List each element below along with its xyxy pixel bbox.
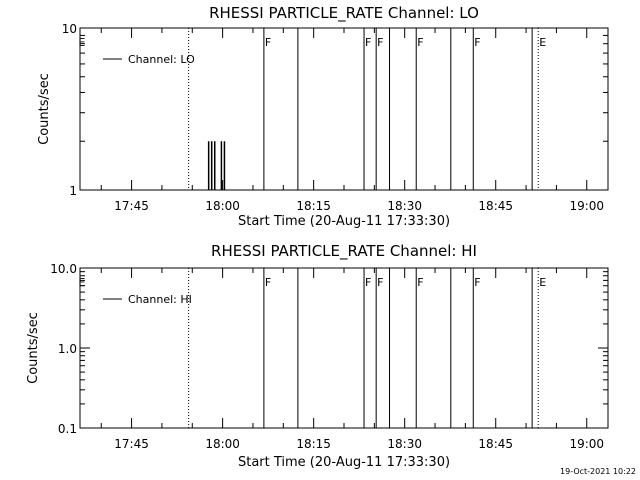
chart-2-legend-label: Channel: HI <box>128 293 192 306</box>
chart-panel-hi: RHESSI PARTICLE_RATE Channel: HI 17:45 18:… <box>26 242 609 470</box>
chart-2-flag-label: E <box>78 276 85 289</box>
chart-1-legend-label: Channel: LO <box>128 53 195 66</box>
chart-2-x-tick-label: 19:00 <box>569 437 604 451</box>
chart-2-x-tick-label: 18:30 <box>387 437 422 451</box>
chart-2-y-tick-label: 1.0 <box>58 342 77 356</box>
chart-1-title: RHESSI PARTICLE_RATE Channel: LO <box>209 4 479 23</box>
chart-1-x-tick-label: 18:30 <box>387 199 422 213</box>
chart-1-y-tick-label: 10 <box>62 22 77 36</box>
chart-2-y-axis-title: Counts/sec <box>26 312 41 384</box>
chart-panel-lo: RHESSI PARTICLE_RATE Channel: LO 17:45 18:… <box>37 4 609 229</box>
chart-1-flag-label: F <box>265 36 271 49</box>
chart-2-x-tick-label: 18:00 <box>205 437 240 451</box>
footer-timestamp: 19-Oct-2021 10:22 <box>560 467 636 476</box>
chart-1-flag-label: F <box>417 36 423 49</box>
chart-1-y-axis-title: Counts/sec <box>37 73 52 145</box>
chart-2-flag-label: F <box>474 276 480 289</box>
chart-1-flag-label: E <box>539 36 546 49</box>
chart-2-flag-label: F <box>417 276 423 289</box>
chart-1-x-tick-label: 17:45 <box>114 199 149 213</box>
chart-2-x-tick-label: 18:45 <box>478 437 513 451</box>
chart-1-x-tick-label: 19:00 <box>569 199 604 213</box>
chart-2-x-tick-label: 17:45 <box>114 437 149 451</box>
chart-2-y-tick-label: 0.1 <box>58 422 77 436</box>
chart-1-x-tick-label: 18:15 <box>296 199 331 213</box>
chart-2-flag-label: E <box>539 276 546 289</box>
chart-1-x-tick-label: 18:00 <box>205 199 240 213</box>
chart-1-flag-label: E <box>78 36 85 49</box>
chart-1-flag-label: F <box>377 36 383 49</box>
chart-1-y-tick-label: 1 <box>69 184 77 198</box>
chart-2-flag-label: F <box>265 276 271 289</box>
chart-2-flag-label: F <box>377 276 383 289</box>
chart-2-x-axis-title: Start Time (20-Aug-11 17:33:30) <box>238 455 450 470</box>
chart-2-y-tick-label: 10.0 <box>50 262 77 276</box>
chart-2-flag-label: F <box>365 276 371 289</box>
chart-1-flag-label: F <box>474 36 480 49</box>
chart-1-flag-label: F <box>365 36 371 49</box>
chart-2-title: RHESSI PARTICLE_RATE Channel: HI <box>211 242 477 261</box>
chart-2-x-tick-label: 18:15 <box>296 437 331 451</box>
chart-1-x-tick-label: 18:45 <box>478 199 513 213</box>
chart-1-x-axis-title: Start Time (20-Aug-11 17:33:30) <box>238 214 450 229</box>
